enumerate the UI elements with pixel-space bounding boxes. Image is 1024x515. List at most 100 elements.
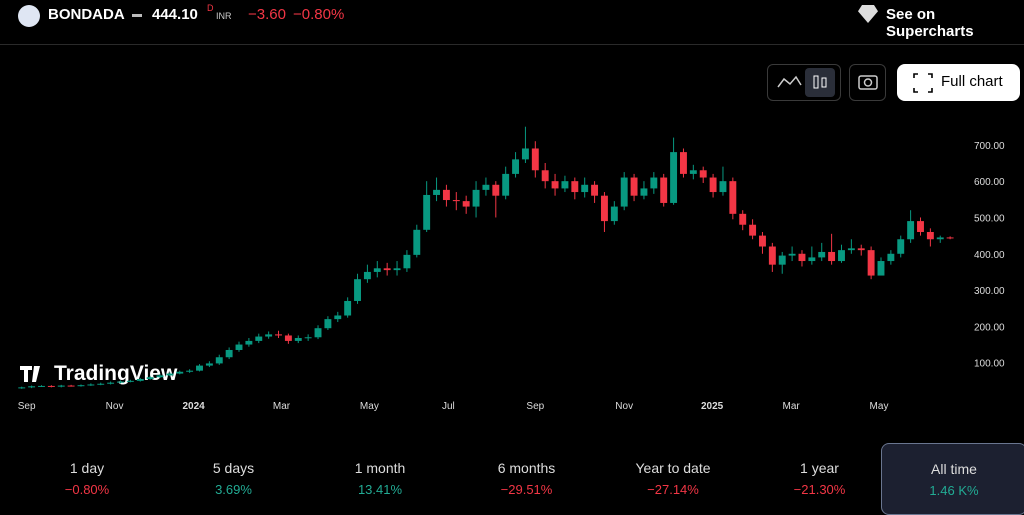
x-tick-label: 2024 (182, 401, 205, 412)
candle-body (87, 384, 95, 386)
candle-body (126, 380, 134, 382)
period-change: −27.14% (647, 482, 699, 497)
candle-icon (821, 77, 827, 88)
period-label[interactable]: 5 days (212, 460, 255, 476)
y-tick-label: 300.00 (974, 286, 1005, 297)
candle-body (798, 253, 806, 262)
candle-body (768, 246, 776, 265)
candle-body (57, 385, 65, 387)
candle-body (205, 363, 213, 366)
candle-body (442, 189, 450, 201)
candle-body (591, 184, 599, 196)
candle-body (788, 253, 796, 256)
candle-body (778, 255, 786, 265)
candle-body (759, 235, 766, 247)
candle-icon (813, 75, 819, 89)
candle-body (413, 229, 421, 255)
period-tabs: 1 day −0.80% 5 days 3.69% 1 month 13.41% 6 mon… (0, 443, 1024, 515)
period-label[interactable]: 1 month (354, 460, 406, 476)
candle-body (304, 337, 312, 339)
candle-body (462, 201, 470, 207)
candle-body (423, 194, 431, 230)
candle-body (452, 200, 460, 202)
period-label[interactable]: All time (931, 461, 977, 477)
symbol[interactable]: BONDADA (48, 6, 125, 23)
snapshot[interactable] (849, 64, 886, 101)
period-tab[interactable]: 5 days 3.69% (161, 443, 307, 515)
expand-icon (913, 73, 933, 93)
candle-body (107, 382, 115, 384)
x-tick-label: Mar (782, 401, 800, 412)
candle-body (156, 375, 164, 378)
candle-body (344, 300, 352, 316)
candle-body (877, 261, 885, 276)
candle-body (482, 184, 490, 190)
period-label[interactable]: 1 year (800, 460, 839, 476)
line-style[interactable] (777, 75, 802, 88)
status (132, 14, 142, 17)
candle-body (146, 377, 154, 380)
candle-body (265, 334, 273, 337)
candle-body (531, 148, 539, 171)
candle-body (117, 381, 124, 383)
price: 444.10 (152, 6, 198, 23)
candle-body (729, 181, 737, 214)
candle-body (808, 257, 816, 262)
watermark: TradingView (54, 362, 178, 385)
candle-body (235, 344, 243, 350)
candle-body (334, 315, 342, 320)
candle-body (620, 177, 628, 207)
candle-body (215, 357, 223, 364)
candle-body (857, 248, 865, 251)
period-label[interactable]: Year to date (635, 460, 711, 476)
period-tab[interactable]: 6 months −29.51% (454, 443, 600, 515)
camera-icon (858, 75, 878, 90)
x-tick-label: Nov (615, 401, 633, 412)
candle-body (739, 213, 747, 225)
x-tick-label: Jul (442, 401, 455, 412)
period-tab[interactable]: 1 day −0.80% (14, 443, 160, 515)
period-tab[interactable]: 1 month 13.41% (307, 443, 453, 515)
y-tick-label: 100.00 (974, 359, 1005, 370)
candle-body (600, 195, 608, 222)
change: −3.60 (248, 6, 286, 23)
candle-body (907, 221, 915, 240)
candle-body (28, 386, 36, 388)
candle-body (383, 268, 391, 271)
period-tab[interactable]: Year to date −27.14% (600, 443, 746, 515)
y-tick-label: 500.00 (974, 213, 1005, 224)
x-tick-label: Sep (18, 401, 36, 412)
x-tick-label: Sep (526, 401, 544, 412)
y-tick-label: 700.00 (974, 141, 1005, 152)
candle-body (946, 237, 954, 239)
full-chart-button[interactable]: Full chart (897, 64, 1020, 101)
candle-body (403, 254, 411, 269)
period-change: −29.51% (500, 482, 553, 497)
period-tab[interactable]: 1 year −21.30% (747, 443, 893, 515)
period-change: 13.41% (357, 482, 403, 497)
candle-body (926, 231, 934, 240)
candle-body (472, 189, 480, 207)
candle-body (38, 385, 45, 387)
candle-body (818, 251, 826, 258)
candle-body (363, 271, 371, 280)
full-chart-label[interactable]: Full chart (941, 73, 1003, 90)
candle-body (284, 335, 292, 341)
candle-body (749, 224, 757, 236)
chart-style-group (767, 64, 841, 101)
candle-body (581, 184, 589, 193)
candle-body (18, 387, 26, 389)
candle-body (828, 251, 836, 262)
candle-body (294, 338, 302, 341)
period-change: 1.46 K% (929, 483, 979, 498)
candle-body (196, 365, 203, 371)
period-tab[interactable]: All time 1.46 K% (881, 443, 1024, 515)
period-label[interactable]: 6 months (497, 460, 556, 476)
candle-body (610, 206, 618, 222)
chart: TradingView 100.00 200.00 300.00 400.00 500.… (18, 126, 1005, 412)
period-label[interactable]: 1 day (69, 460, 105, 476)
candle-body (67, 385, 75, 387)
period-change: −21.30% (793, 482, 846, 497)
supercharts-link[interactable]: See on Supercharts (886, 6, 974, 40)
candle-style[interactable] (805, 68, 835, 97)
